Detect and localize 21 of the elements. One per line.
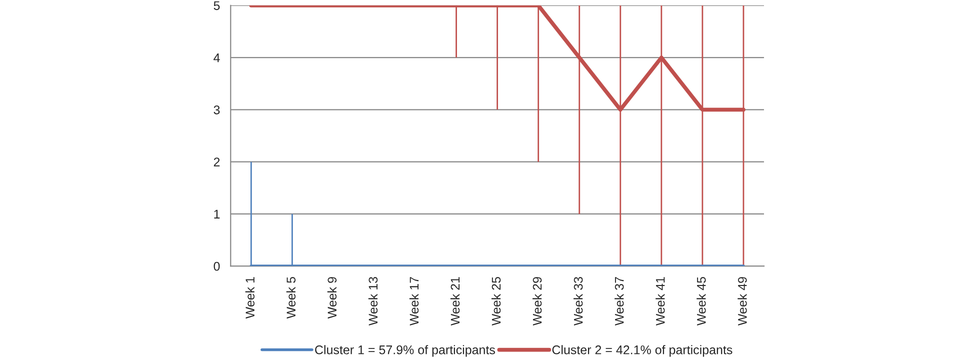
x-tick-label: Week 41 [656,277,665,326]
x-tick-label: Week 1 [245,277,255,319]
x-tick-label: Week 33 [574,277,583,326]
x-tick-label: Week 37 [614,277,624,326]
x-tick-label: Week 13 [368,277,378,326]
x-tick-label: Week 5 [286,277,296,319]
x-tick-label: Week 17 [409,277,419,326]
x-tick-label: Week 9 [327,277,337,319]
x-tick-label: Week 25 [491,277,501,326]
x-tick-label: Week 49 [738,277,747,326]
x-tick-label: Week 21 [450,277,460,326]
y-tick-label: 1 [214,210,220,218]
legend-label: Cluster 1 = 57.9% of participants [315,345,495,357]
y-tick-label: 2 [214,158,220,166]
y-tick-label: 0 [214,262,220,271]
y-tick-label: 5 [214,1,220,10]
x-tick-label: Week 29 [532,277,542,326]
y-tick-label: 3 [214,105,220,114]
y-tick-label: 4 [214,53,220,62]
legend-label: Cluster 2 = 42.1% of participants [552,345,732,357]
x-tick-label: Week 45 [696,277,706,326]
